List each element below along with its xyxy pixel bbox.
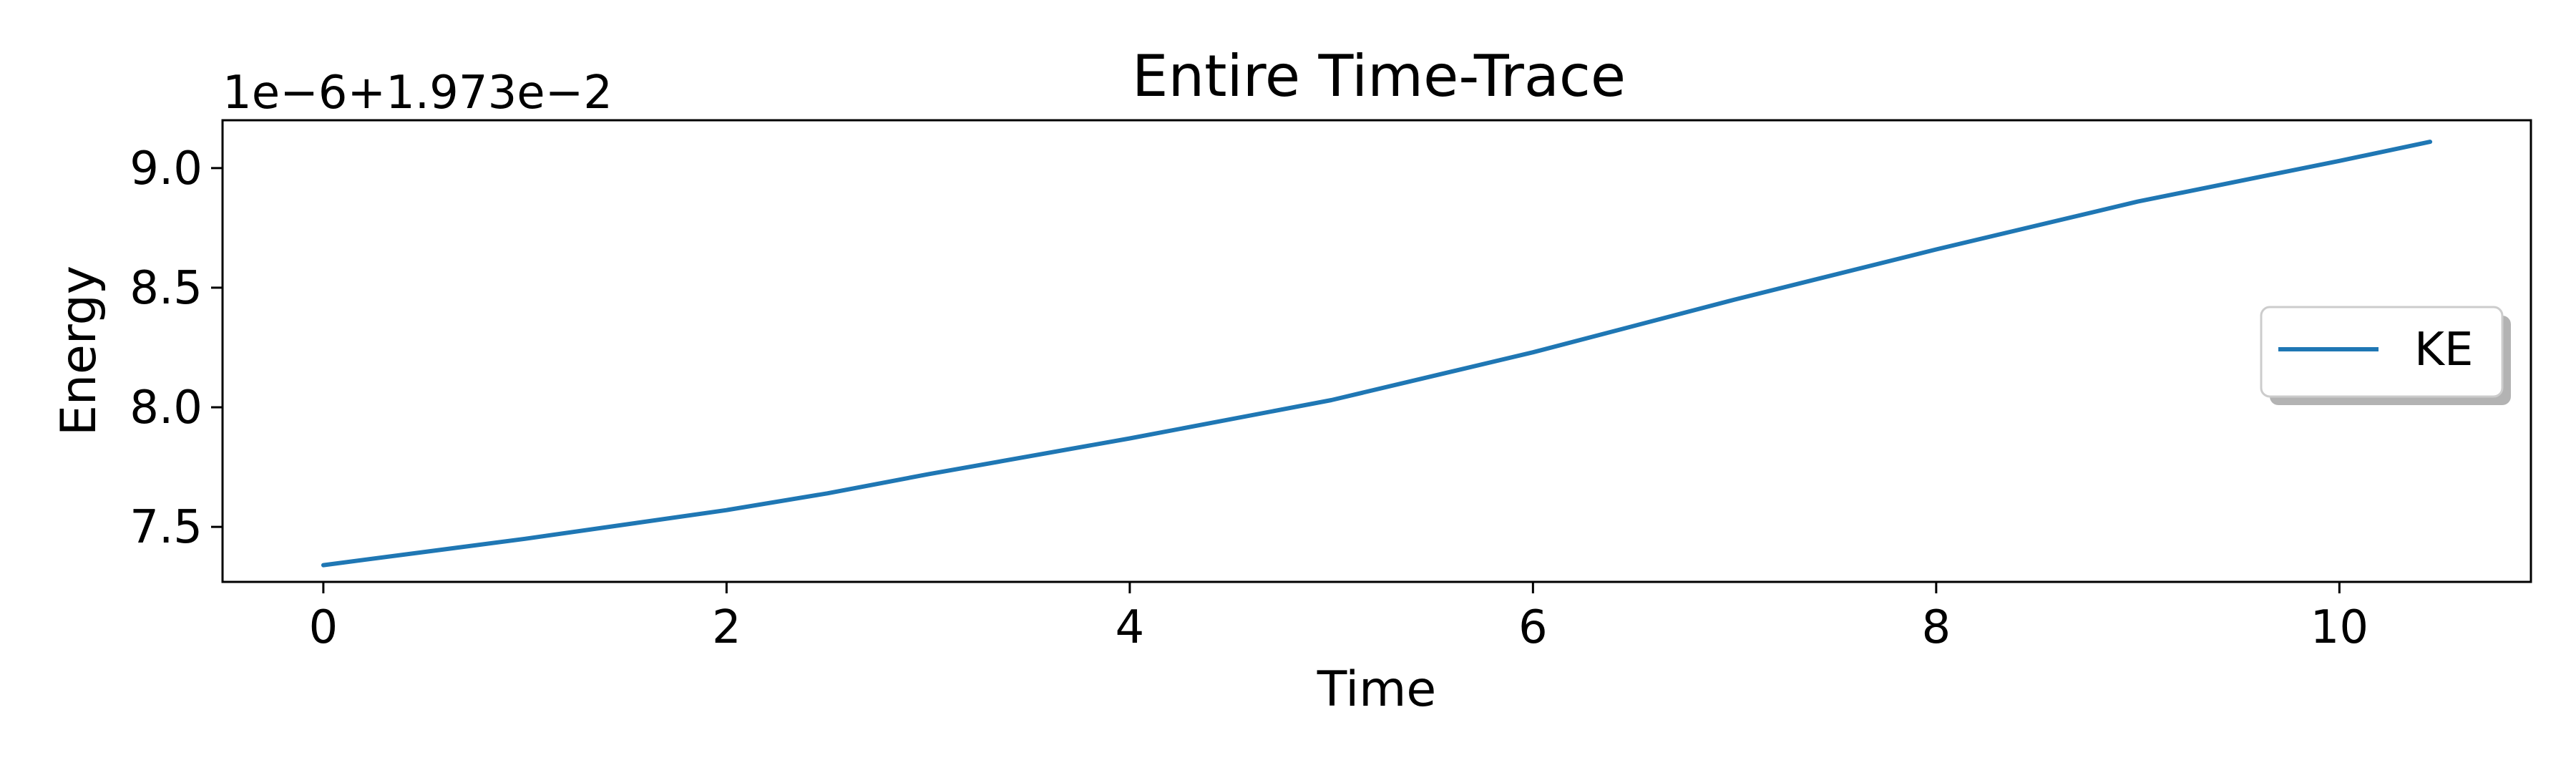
chart-title: Entire Time-Trace	[1132, 43, 1626, 110]
series-line-ke	[321, 140, 2433, 568]
x-tick-label: 0	[309, 601, 338, 654]
x-axis-label: Time	[1317, 661, 1436, 718]
legend-box	[2260, 306, 2504, 398]
y-tick-label: 8.0	[130, 381, 203, 434]
y-tick-label: 8.5	[130, 262, 203, 315]
y-axis-ticks: 7.5 8.0 8.5 9.0	[130, 142, 223, 554]
x-tick-label: 6	[1518, 601, 1548, 654]
legend: KE	[2260, 306, 2511, 405]
x-tick-label: 2	[712, 601, 741, 654]
x-axis-ticks: 0 2 4 6 8 10	[309, 582, 2368, 654]
x-tick-label: 8	[1921, 601, 1951, 654]
y-tick-label: 9.0	[130, 142, 203, 195]
x-tick-label: 4	[1116, 601, 1145, 654]
legend-label-ke: KE	[2414, 324, 2473, 376]
y-tick-label: 7.5	[130, 501, 203, 554]
y-offset-label: 1e−6+1.973e−2	[223, 67, 613, 120]
series-layer	[321, 140, 2433, 568]
x-tick-label: 10	[2311, 601, 2368, 654]
plot-area-frame	[221, 119, 2532, 583]
y-axis-label: Energy	[51, 266, 107, 436]
